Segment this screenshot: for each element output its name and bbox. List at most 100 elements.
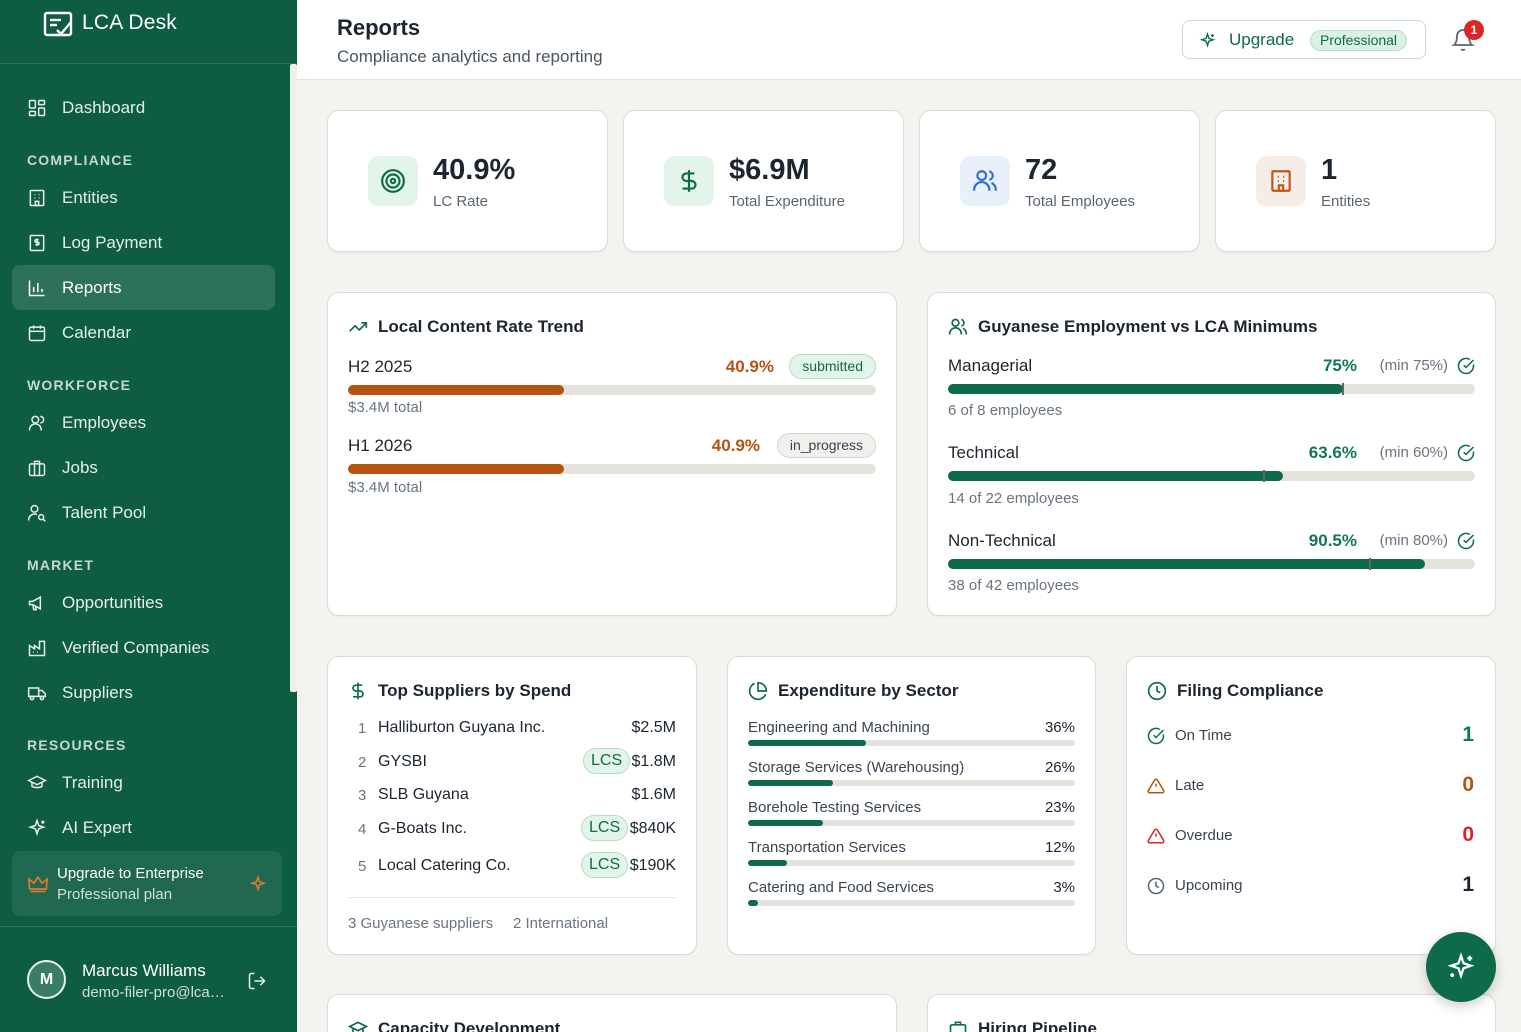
filing-count: 1 [1462,873,1474,896]
filing-count: 1 [1462,723,1474,746]
sidebar-item-log-payment[interactable]: Log Payment [12,220,275,265]
lc-trend-card: Local Content Rate Trend H2 2025 40.9% s… [327,292,897,616]
sector-name: Borehole Testing Services [748,799,922,816]
upgrade-card-subtitle: Professional plan [57,886,173,903]
sidebar-item-label: AI Expert [62,818,132,837]
upgrade-enterprise-card[interactable]: Upgrade to Enterprise Professional plan [12,851,282,916]
minimum-marker [1263,470,1266,482]
sector-percent: 3% [1053,879,1075,896]
briefcase-icon [949,1021,967,1032]
period-total: $3.4M total [348,479,423,496]
sector-bar-fill [748,740,866,746]
sidebar-item-entities[interactable]: Entities [12,175,275,220]
minimum-marker [1342,383,1345,395]
sparkles-icon [27,818,47,837]
clock-icon [1147,877,1165,895]
card-header: Local Content Rate Trend [348,317,584,337]
user-search-icon [27,504,46,522]
lcs-badge: LCS [581,852,629,878]
stat-card-total-employees: 72 Total Employees [919,110,1200,252]
sidebar-item-label: Dashboard [62,98,146,117]
card-header: Top Suppliers by Spend [348,681,571,701]
section-resources: RESOURCES [27,737,127,753]
sidebar-item-suppliers[interactable]: Suppliers [12,670,275,715]
stat-value: $6.9M [729,154,810,186]
ai-assistant-button[interactable] [1426,932,1496,1002]
factory-icon [28,640,46,657]
employment-minimum: (min 60%) [1379,444,1448,461]
brand[interactable]: LCA Desk [0,0,297,64]
supplier-row[interactable]: 4 G-Boats Inc. LCS $840K [348,814,676,844]
international-suppliers-count: 2 International [513,915,609,932]
employment-rate: 75% [1322,356,1357,375]
building-icon [29,189,45,207]
sidebar-item-talent-pool[interactable]: Talent Pool [12,490,275,535]
stat-label: Total Expenditure [729,193,845,210]
bell-icon[interactable] [1451,28,1475,52]
sidebar-item-ai-expert[interactable]: AI Expert [12,805,275,850]
pie-chart-icon [748,681,768,701]
sidebar-item-jobs[interactable]: Jobs [12,445,275,490]
sector-percent: 26% [1044,759,1075,776]
receipt-icon [29,234,45,252]
avatar[interactable]: M [27,960,66,999]
supplier-name: GYSBI [378,753,427,770]
guyanese-suppliers-count: 3 Guyanese suppliers [348,915,494,932]
supplier-row[interactable]: 1 Halliburton Guyana Inc. $2.5M [348,713,676,743]
sidebar-item-verified-companies[interactable]: Verified Companies [12,625,275,670]
sector-percent: 23% [1044,799,1075,816]
sidebar-item-calendar[interactable]: Calendar [12,310,275,355]
sidebar-item-dashboard[interactable]: Dashboard [12,85,275,130]
target-icon [368,156,418,206]
supplier-rank: 1 [358,720,367,737]
check-circle-icon [1457,444,1475,462]
sidebar-item-opportunities[interactable]: Opportunities [12,580,275,625]
section-workforce: WORKFORCE [27,377,132,393]
megaphone-icon [28,595,42,611]
period-rate: 40.9% [725,357,774,376]
sector-bar-fill [748,900,758,906]
filing-label: Overdue [1175,827,1233,844]
card-header: Capacity Development [348,1019,560,1032]
supplier-rank: 5 [358,858,367,875]
users-icon [28,415,45,431]
employment-bar-fill [948,384,1344,394]
supplier-row[interactable]: 5 Local Catering Co. LCS $190K [348,851,676,881]
upgrade-label: Upgrade [1229,30,1295,49]
check-circle-icon [1457,357,1475,375]
supplier-rank: 4 [358,821,367,838]
stat-value: 40.9% [433,154,516,186]
sidebar: LCA Desk Dashboard COMPLIANCE Entities L… [0,0,297,1032]
filing-count: 0 [1462,823,1474,846]
employment-category: Managerial [948,356,1033,375]
sidebar-item-training[interactable]: Training [12,760,275,805]
upgrade-card-title: Upgrade to Enterprise [57,865,204,882]
card-title: Local Content Rate Trend [378,317,584,336]
trending-up-icon [349,322,368,332]
graduation-cap-icon [348,1021,368,1032]
truck-icon [27,687,47,701]
card-title: Capacity Development [378,1019,561,1032]
sidebar-item-reports[interactable]: Reports [12,265,275,310]
section-market: MARKET [27,557,95,573]
supplier-row[interactable]: 2 GYSBI LCS $1.8M [348,747,676,777]
stat-card-entities: 1 Entities [1215,110,1496,252]
sidebar-scrollbar[interactable] [290,64,297,692]
supplier-row[interactable]: 3 SLB Guyana $1.6M [348,780,676,810]
sidebar-item-label: Opportunities [62,593,164,612]
employment-minimum: (min 75%) [1379,357,1448,374]
graduation-cap-icon [27,775,47,789]
sidebar-item-label: Jobs [62,458,98,477]
sparkles-icon [249,875,267,892]
briefcase-icon [28,460,46,477]
upgrade-button[interactable]: Upgrade Professional [1182,20,1426,59]
supplier-name: G-Boats Inc. [378,820,467,837]
filing-label: On Time [1175,727,1232,744]
sparkles-icon [1199,32,1216,48]
logout-icon[interactable] [247,971,267,991]
check-circle-icon [1457,532,1475,550]
supplier-amount: $2.5M [631,719,676,736]
card-header: Guyanese Employment vs LCA Minimums [948,317,1317,337]
sidebar-item-employees[interactable]: Employees [12,400,275,445]
sector-percent: 36% [1044,719,1075,736]
